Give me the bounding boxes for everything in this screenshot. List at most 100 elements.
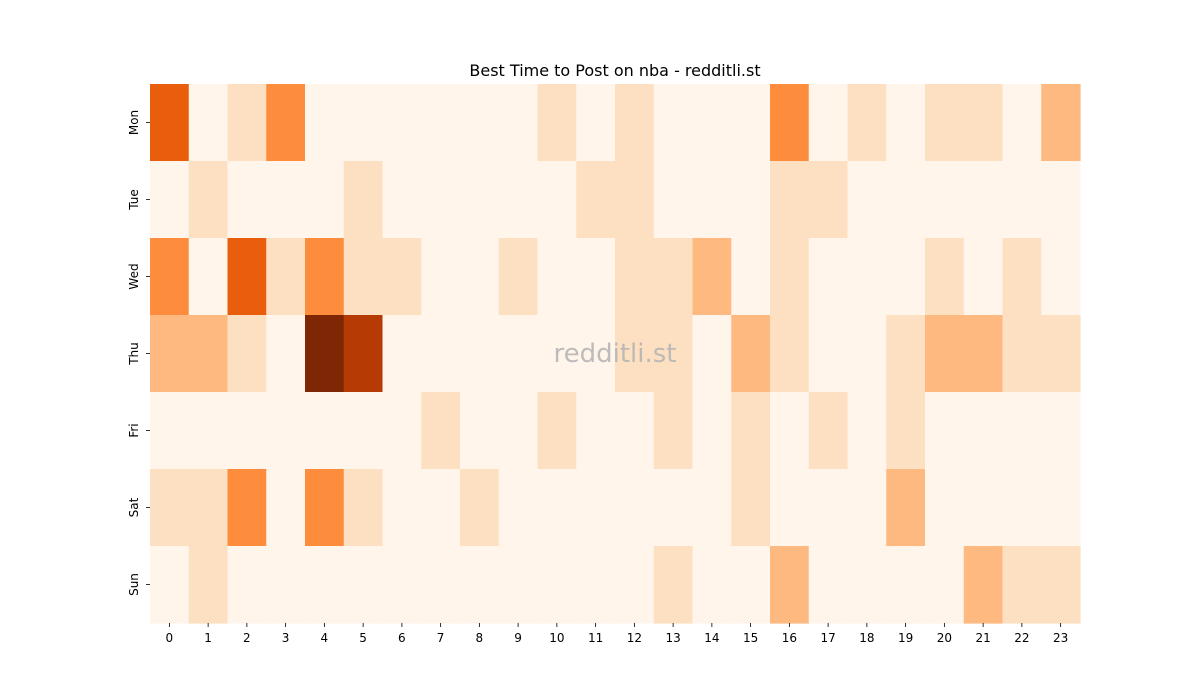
heatmap-cell	[925, 161, 965, 239]
x-tick-label: 21	[975, 631, 990, 645]
heatmap-cell	[305, 546, 345, 624]
heatmap-cell	[770, 84, 810, 162]
heatmap-cell	[266, 469, 306, 547]
heatmap-cell	[188, 315, 229, 393]
heatmap-cell	[847, 469, 887, 547]
heatmap-cell	[343, 161, 384, 239]
heatmap-cell	[847, 315, 887, 393]
heatmap-cell	[343, 238, 384, 316]
heatmap-cell	[382, 84, 422, 162]
heatmap-cell	[460, 238, 500, 316]
heatmap-cell	[227, 238, 267, 316]
heatmap-cell	[382, 161, 422, 239]
x-tick-label: 1	[204, 631, 212, 645]
heatmap-cell	[576, 84, 616, 162]
heatmap-cell	[150, 238, 190, 316]
heatmap-cell	[343, 546, 384, 624]
y-tick-label: Wed	[127, 263, 141, 289]
x-tick-label: 9	[514, 631, 522, 645]
heatmap-cell	[808, 546, 849, 624]
x-tick-label: 2	[243, 631, 251, 645]
heatmap-cell	[576, 238, 616, 316]
x-tick-label: 8	[476, 631, 484, 645]
heatmap-cell	[653, 84, 694, 162]
heatmap-cell	[227, 161, 267, 239]
heatmap-cell	[227, 392, 267, 470]
heatmap-cell	[460, 84, 500, 162]
heatmap-cell	[150, 392, 190, 470]
heatmap-cell	[1041, 161, 1081, 239]
heatmap-cell	[653, 315, 694, 393]
heatmap-cell	[498, 392, 539, 470]
heatmap-cell	[460, 392, 500, 470]
heatmap-cell	[963, 238, 1004, 316]
heatmap-cell	[963, 392, 1004, 470]
heatmap-cell	[925, 392, 965, 470]
heatmap-cell	[343, 84, 384, 162]
x-tick-label: 19	[898, 631, 913, 645]
heatmap-cell	[925, 84, 965, 162]
heatmap-cell	[692, 238, 732, 316]
x-tick-label: 22	[1014, 631, 1029, 645]
y-tick-label: Thu	[127, 342, 141, 366]
heatmap-cell	[188, 546, 229, 624]
heatmap-cell	[731, 161, 771, 239]
heatmap-cell	[498, 84, 539, 162]
heatmap-cell	[925, 238, 965, 316]
heatmap-cell	[1002, 315, 1042, 393]
heatmap-cell	[653, 546, 694, 624]
heatmap-cell	[1041, 84, 1081, 162]
heatmap-cell	[692, 392, 732, 470]
heatmap-cell	[808, 469, 849, 547]
heatmap-cell	[692, 161, 732, 239]
heatmap-cell	[770, 161, 810, 239]
heatmap-cell	[770, 469, 810, 547]
heatmap-cell	[847, 238, 887, 316]
heatmap-cell	[1041, 392, 1081, 470]
heatmap-cell	[925, 546, 965, 624]
heatmap-cell	[188, 469, 229, 547]
heatmap-cells	[150, 84, 1081, 624]
heatmap-cell	[576, 315, 616, 393]
heatmap-cell	[886, 546, 926, 624]
heatmap-cell	[343, 469, 384, 547]
heatmap-cell	[421, 315, 461, 393]
heatmap-cell	[731, 546, 771, 624]
y-tick-label: Fri	[127, 423, 141, 437]
heatmap-cell	[731, 469, 771, 547]
heatmap-cell	[731, 238, 771, 316]
heatmap-cell	[653, 238, 694, 316]
heatmap-cell	[886, 315, 926, 393]
heatmap-cell	[460, 469, 500, 547]
heatmap-cell	[1002, 161, 1042, 239]
heatmap-cell	[808, 238, 849, 316]
heatmap-cell	[537, 161, 577, 239]
heatmap-cell	[421, 392, 461, 470]
heatmap-cell	[150, 315, 190, 393]
x-tick-label: 14	[704, 631, 719, 645]
heatmap-cell	[653, 392, 694, 470]
x-tick-label: 18	[859, 631, 874, 645]
heatmap-cell	[537, 84, 577, 162]
heatmap-cell	[343, 315, 384, 393]
heatmap-cell	[537, 315, 577, 393]
x-tick-label: 17	[820, 631, 835, 645]
heatmap-cell	[421, 469, 461, 547]
x-tick-label: 7	[437, 631, 445, 645]
heatmap-cell	[770, 392, 810, 470]
heatmap-cell	[576, 392, 616, 470]
heatmap-cell	[847, 84, 887, 162]
heatmap-cell	[305, 238, 345, 316]
heatmap-cell	[731, 392, 771, 470]
heatmap-cell	[305, 315, 345, 393]
heatmap-cell	[421, 84, 461, 162]
heatmap-cell	[847, 392, 887, 470]
heatmap-cell	[925, 315, 965, 393]
heatmap-cell	[770, 315, 810, 393]
heatmap-cell	[692, 84, 732, 162]
heatmap-cell	[266, 392, 306, 470]
heatmap-cell	[1041, 469, 1081, 547]
x-tick-label: 11	[588, 631, 603, 645]
heatmap-cell	[382, 315, 422, 393]
heatmap-cell	[382, 238, 422, 316]
